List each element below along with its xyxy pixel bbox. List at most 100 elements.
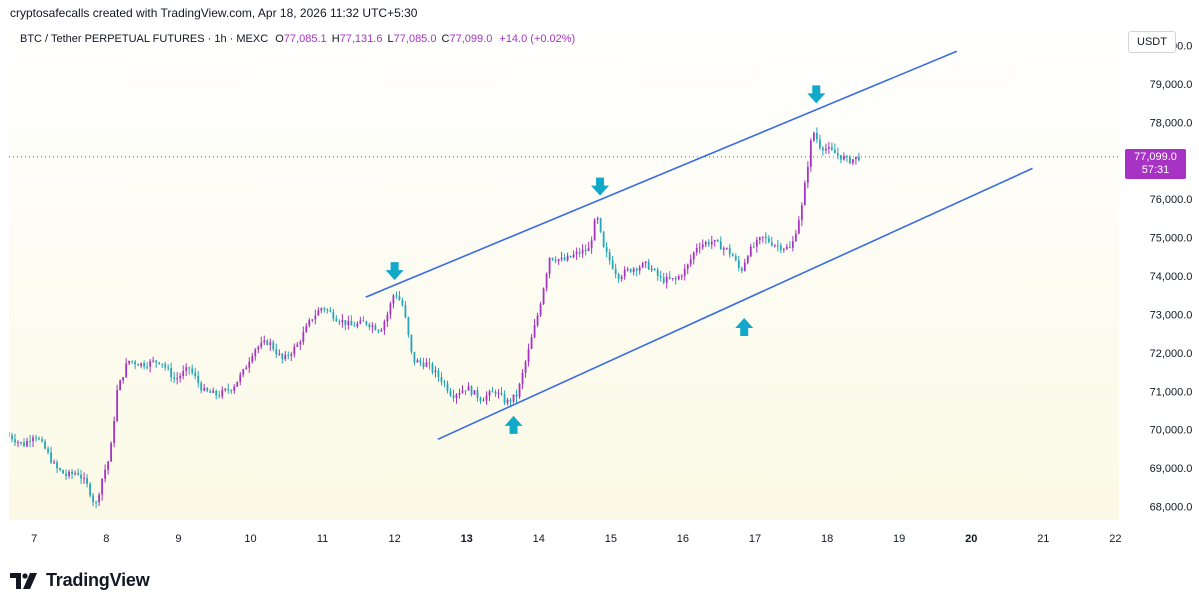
candle-body xyxy=(236,381,239,387)
candle-body xyxy=(662,277,665,283)
candle-body xyxy=(383,321,386,330)
candle-body xyxy=(602,231,605,248)
price-axis-background xyxy=(1119,26,1193,551)
candle-body xyxy=(638,267,641,271)
channel-line-lower[interactable] xyxy=(437,167,1033,441)
candle-body xyxy=(83,478,85,480)
candle-body xyxy=(260,342,263,347)
candle-body xyxy=(584,249,587,252)
candle-body xyxy=(623,269,626,277)
candle-body xyxy=(761,236,764,238)
y-tick-label: 71,000.0 xyxy=(1150,386,1193,398)
candle-body xyxy=(512,394,515,402)
candle-body xyxy=(29,440,31,442)
y-tick-label: 70,000.0 xyxy=(1150,425,1193,437)
candle-body xyxy=(23,442,25,447)
candle-body xyxy=(296,344,299,347)
candle-body xyxy=(278,353,281,355)
candle-body xyxy=(380,329,383,332)
candle-body xyxy=(20,442,22,444)
candle-body xyxy=(80,474,82,479)
candle-body xyxy=(695,247,698,253)
candle-body xyxy=(17,442,19,444)
candle-body xyxy=(572,254,575,258)
tradingview-brand[interactable]: TradingView xyxy=(10,570,150,591)
candle-body xyxy=(404,305,407,318)
y-tick-label: 74,000.0 xyxy=(1150,271,1193,283)
candle-body xyxy=(710,241,713,245)
candle-body xyxy=(434,370,437,373)
candle-body xyxy=(440,377,443,383)
currency-button[interactable]: USDT xyxy=(1128,31,1176,53)
candle-body xyxy=(98,494,100,503)
candle-body xyxy=(215,390,218,396)
candle-body xyxy=(89,483,91,496)
candle-body xyxy=(374,325,377,331)
symbol-title: BTC / Tether PERPETUAL FUTURES · 1h · ME… xyxy=(20,33,269,45)
candle-body xyxy=(557,259,560,262)
candle-body xyxy=(668,276,671,279)
candle-body xyxy=(797,220,800,234)
candle-body xyxy=(858,156,860,161)
candle-body xyxy=(377,330,380,332)
candle-body xyxy=(287,354,290,356)
candle-body xyxy=(347,320,350,326)
channel-line-upper[interactable] xyxy=(365,50,958,298)
candle-body xyxy=(323,308,326,310)
x-tick-label: 17 xyxy=(749,533,761,545)
candle-body xyxy=(104,469,107,479)
candle-body xyxy=(53,462,55,464)
candle-body xyxy=(143,363,146,367)
candle-body xyxy=(254,349,257,357)
candle-body xyxy=(74,473,76,475)
candle-body xyxy=(308,320,311,326)
arrow-markers-group xyxy=(385,85,826,434)
candle-body xyxy=(272,342,275,350)
time-axis[interactable]: 7 8 9 10 11 12 13 14 15 16 17 18 19 20 21 22 xyxy=(31,533,1121,545)
candle-body xyxy=(515,394,518,397)
candle-body xyxy=(119,380,122,391)
candle-body xyxy=(452,395,455,398)
candle-body xyxy=(413,351,416,363)
candle-body xyxy=(35,437,37,439)
candle-body xyxy=(791,241,794,248)
candle-body xyxy=(389,303,392,315)
channel-lines-group[interactable] xyxy=(365,50,1033,441)
candle-body xyxy=(65,473,67,476)
price-axis[interactable]: 68,000.0 69,000.0 70,000.0 71,000.0 72,000.0… xyxy=(1150,40,1193,513)
low-value: 77,085.0 xyxy=(393,33,437,45)
close-label: C xyxy=(441,33,450,45)
candle-body xyxy=(62,470,64,474)
candle-body xyxy=(587,247,590,252)
candle-body xyxy=(644,261,647,264)
candle-body xyxy=(113,420,116,443)
candle-body xyxy=(578,251,581,254)
candle-body xyxy=(740,268,743,271)
candle-body xyxy=(632,268,635,272)
x-tick-label: 20 xyxy=(965,533,977,545)
candle-body xyxy=(506,399,509,404)
candle-body xyxy=(86,478,88,484)
candle-body xyxy=(488,391,491,396)
price-chart[interactable]: 68,000.0 69,000.0 70,000.0 71,000.0 72,000.0… xyxy=(9,26,1193,551)
candle-body xyxy=(107,461,110,470)
candle-body xyxy=(71,471,73,474)
candle-body xyxy=(44,441,46,449)
candle-body xyxy=(332,311,335,319)
creator-attribution: cryptosafecalls created with TradingView… xyxy=(10,6,418,20)
candle-body xyxy=(464,390,467,392)
candle-body xyxy=(218,395,221,397)
candle-body xyxy=(560,257,563,260)
candle-body xyxy=(416,360,419,363)
candle-body xyxy=(116,390,119,421)
candle-body xyxy=(185,367,188,372)
candle-body xyxy=(38,438,40,440)
low-label: L xyxy=(387,33,394,45)
candle-body xyxy=(527,348,530,362)
candle-body xyxy=(548,257,551,275)
candle-body xyxy=(128,360,131,364)
candle-body xyxy=(785,246,788,249)
last-price-value: 77,099.0 xyxy=(1134,150,1177,163)
candle-body xyxy=(335,318,338,322)
candle-body xyxy=(689,259,692,265)
